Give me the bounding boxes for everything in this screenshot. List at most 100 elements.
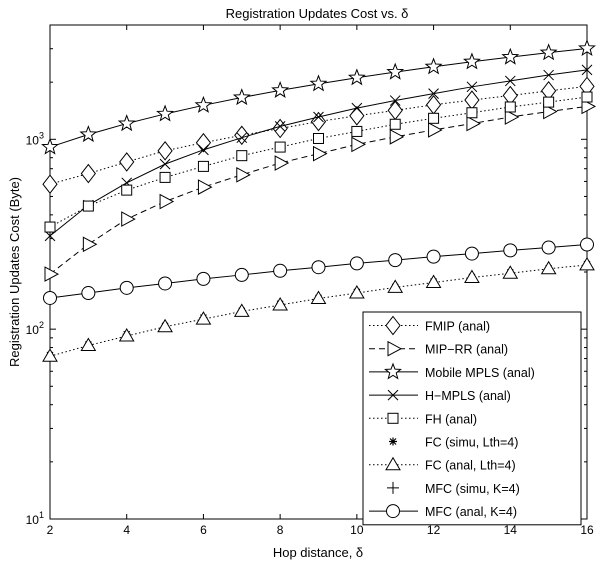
marker-circle [349,256,364,271]
marker-circle [311,260,326,275]
marker-square [82,200,94,212]
marker-star [194,95,213,113]
marker-star [424,57,443,75]
marker-diamond [80,163,96,184]
legend-label: FH (anal) [425,412,477,426]
legend-entry: MFC (simu, K=4) [387,482,520,496]
legend-label: H−MPLS (anal) [425,389,511,403]
legend-entry: Mobile MPLS (anal) [369,362,535,380]
marker-triangle-up [540,260,557,275]
series-2 [41,39,596,155]
marker-circle [196,271,211,286]
marker-triangle-right [313,145,328,162]
legend: FMIP (anal) MIP−RR (anal) Mobile MPLS (ana… [362,311,582,526]
marker-circle [426,249,441,264]
marker-square [159,171,171,183]
series-0 [42,76,595,195]
marker-star [347,68,366,86]
marker-square [313,132,324,144]
marker-triangle-up [348,285,365,299]
marker-triangle-up [80,337,97,352]
series-layer [41,39,597,362]
marker-circle [81,286,96,301]
marker-diamond [157,140,173,161]
marker-circle [541,240,556,255]
marker-triangle-up [195,311,212,325]
marker-diamond [195,132,212,153]
marker-circle [273,263,288,278]
marker-triangle-right [389,129,405,145]
y-tick-base: 10 [26,323,40,337]
marker-triangle-up [233,303,250,317]
x-tick-label: 10 [350,523,364,537]
marker-x [543,69,554,81]
marker-star [309,74,328,92]
marker-diamond [272,118,288,139]
marker-triangle-up [464,269,480,284]
marker-circle [234,267,249,282]
legend-entry: FMIP (anal) [369,315,490,336]
legend-entry: H−MPLS (anal) [369,389,511,403]
marker-triangle-right [44,266,60,282]
marker-square [428,112,440,124]
marker-x [504,75,516,87]
marker-plus [387,481,399,494]
marker-diamond [42,174,58,195]
marker-x [159,158,171,170]
y-tick-exponent: 2 [39,320,44,330]
y-axis-label: Registration Updates Cost (Byte) [7,177,22,367]
marker-circle [503,243,518,258]
marker-x [581,64,593,76]
marker-circle [386,504,400,519]
marker-square [466,107,478,119]
marker-circle [119,280,134,295]
marker-x [389,95,401,106]
series-8 [43,237,594,305]
marker-diamond [234,125,250,146]
marker-asterisk [389,437,397,446]
x-axis-label: Hop distance, δ [273,545,363,560]
marker-diamond [119,152,135,172]
y-tick-label: 102 [26,320,44,337]
marker-triangle-right [466,115,481,132]
marker-circle [43,290,57,305]
marker-triangle-right [82,236,98,253]
marker-triangle-up [385,456,401,471]
series-6 [42,256,595,362]
marker-triangle-right [428,122,443,138]
legend-entry: MFC (anal, K=4) [369,504,517,519]
y-tick-exponent: 3 [39,130,44,140]
marker-square [389,118,401,130]
marker-circle [580,237,594,252]
chart-title: Registration Updates Cost vs. δ [226,6,409,21]
marker-triangle-right [351,136,366,153]
legend-label: FC (simu, Lth=4) [425,436,518,450]
legend-label: Mobile MPLS (anal) [425,366,535,380]
marker-star [539,43,558,61]
marker-triangle-up [157,318,173,333]
y-tick-base: 10 [26,133,40,147]
marker-star [271,80,290,98]
marker-x [198,144,209,156]
marker-square [387,412,399,424]
marker-square [121,184,133,196]
marker-x [313,111,324,123]
x-tick-label: 12 [427,523,441,537]
x-tick-label: 2 [47,523,54,537]
legend-entry: FH (anal) [369,412,477,426]
legend-label: MFC (simu, K=4) [425,482,520,496]
marker-star [232,88,251,106]
marker-diamond [464,90,480,110]
marker-x [428,88,439,99]
marker-triangle-up [425,274,442,289]
marker-square [504,101,516,113]
marker-star [79,125,98,143]
marker-square [351,125,363,137]
marker-square [274,141,286,153]
marker-x [466,81,478,93]
legend-label: MIP−RR (anal) [425,343,508,357]
marker-triangle-right [504,109,520,125]
marker-square [44,221,56,233]
marker-circle [464,246,479,261]
